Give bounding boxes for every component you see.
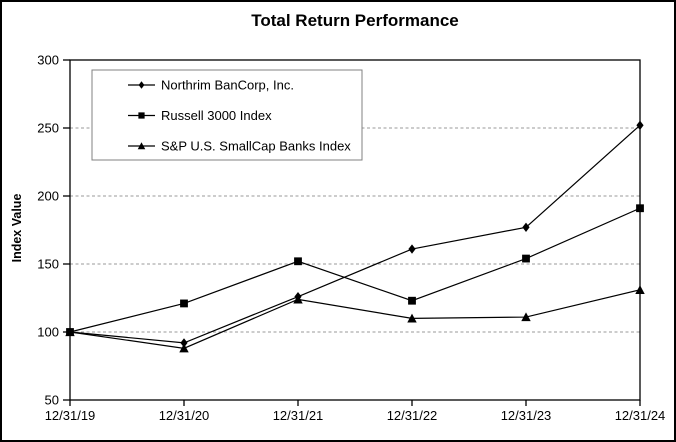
marker-triangle-12-31-21 — [293, 294, 303, 304]
marker-square-12-31-21 — [294, 257, 302, 266]
x-tick-label: 12/31/20 — [159, 408, 210, 423]
marker-triangle-12-31-24 — [635, 285, 645, 294]
marker-triangle-12-31-23 — [521, 312, 531, 322]
series-line-northrim-bancorp-inc — [69, 124, 641, 344]
marker-square-12-31-20 — [180, 299, 188, 308]
legend-label: Northrim BanCorp, Inc. — [161, 78, 294, 93]
y-tick-label: 300 — [37, 53, 59, 68]
x-tick-label: 12/31/24 — [615, 408, 666, 423]
marker-triangle-12-31-20 — [179, 343, 189, 353]
marker-diamond-12-31-23 — [522, 222, 530, 232]
x-tick-label: 12/31/22 — [387, 408, 438, 423]
marker-diamond-12-31-24 — [636, 120, 644, 130]
x-tick-label: 12/31/19 — [45, 408, 96, 423]
plot-area-border — [69, 59, 641, 401]
legend-marker-square — [138, 112, 145, 119]
y-tick-label: 100 — [37, 325, 59, 340]
marker-triangle-12-31-19 — [65, 327, 75, 337]
legend-marker-diamond — [138, 81, 145, 89]
legend-label: S&P U.S. SmallCap Banks Index — [161, 139, 351, 154]
x-tick-label: 12/31/21 — [273, 408, 324, 423]
series-line-russell-3000-index — [69, 207, 641, 333]
legend-marker-triangle — [137, 142, 146, 150]
marker-diamond-12-31-20 — [180, 338, 188, 348]
marker-square-12-31-24 — [636, 204, 644, 213]
marker-diamond-12-31-22 — [408, 244, 416, 254]
x-tick-label: 12/31/23 — [501, 408, 552, 423]
legend-label: Russell 3000 Index — [161, 108, 272, 123]
y-tick-label: 200 — [37, 189, 59, 204]
chart-title: Total Return Performance — [251, 11, 459, 30]
marker-square-12-31-23 — [522, 254, 530, 263]
y-tick-label: 250 — [37, 121, 59, 136]
y-tick-label: 50 — [45, 393, 59, 408]
y-tick-label: 150 — [37, 257, 59, 272]
series-line-s-p-u-s-smallcap-banks-index — [69, 289, 641, 349]
marker-triangle-12-31-22 — [407, 313, 417, 323]
marker-square-12-31-22 — [408, 296, 416, 305]
